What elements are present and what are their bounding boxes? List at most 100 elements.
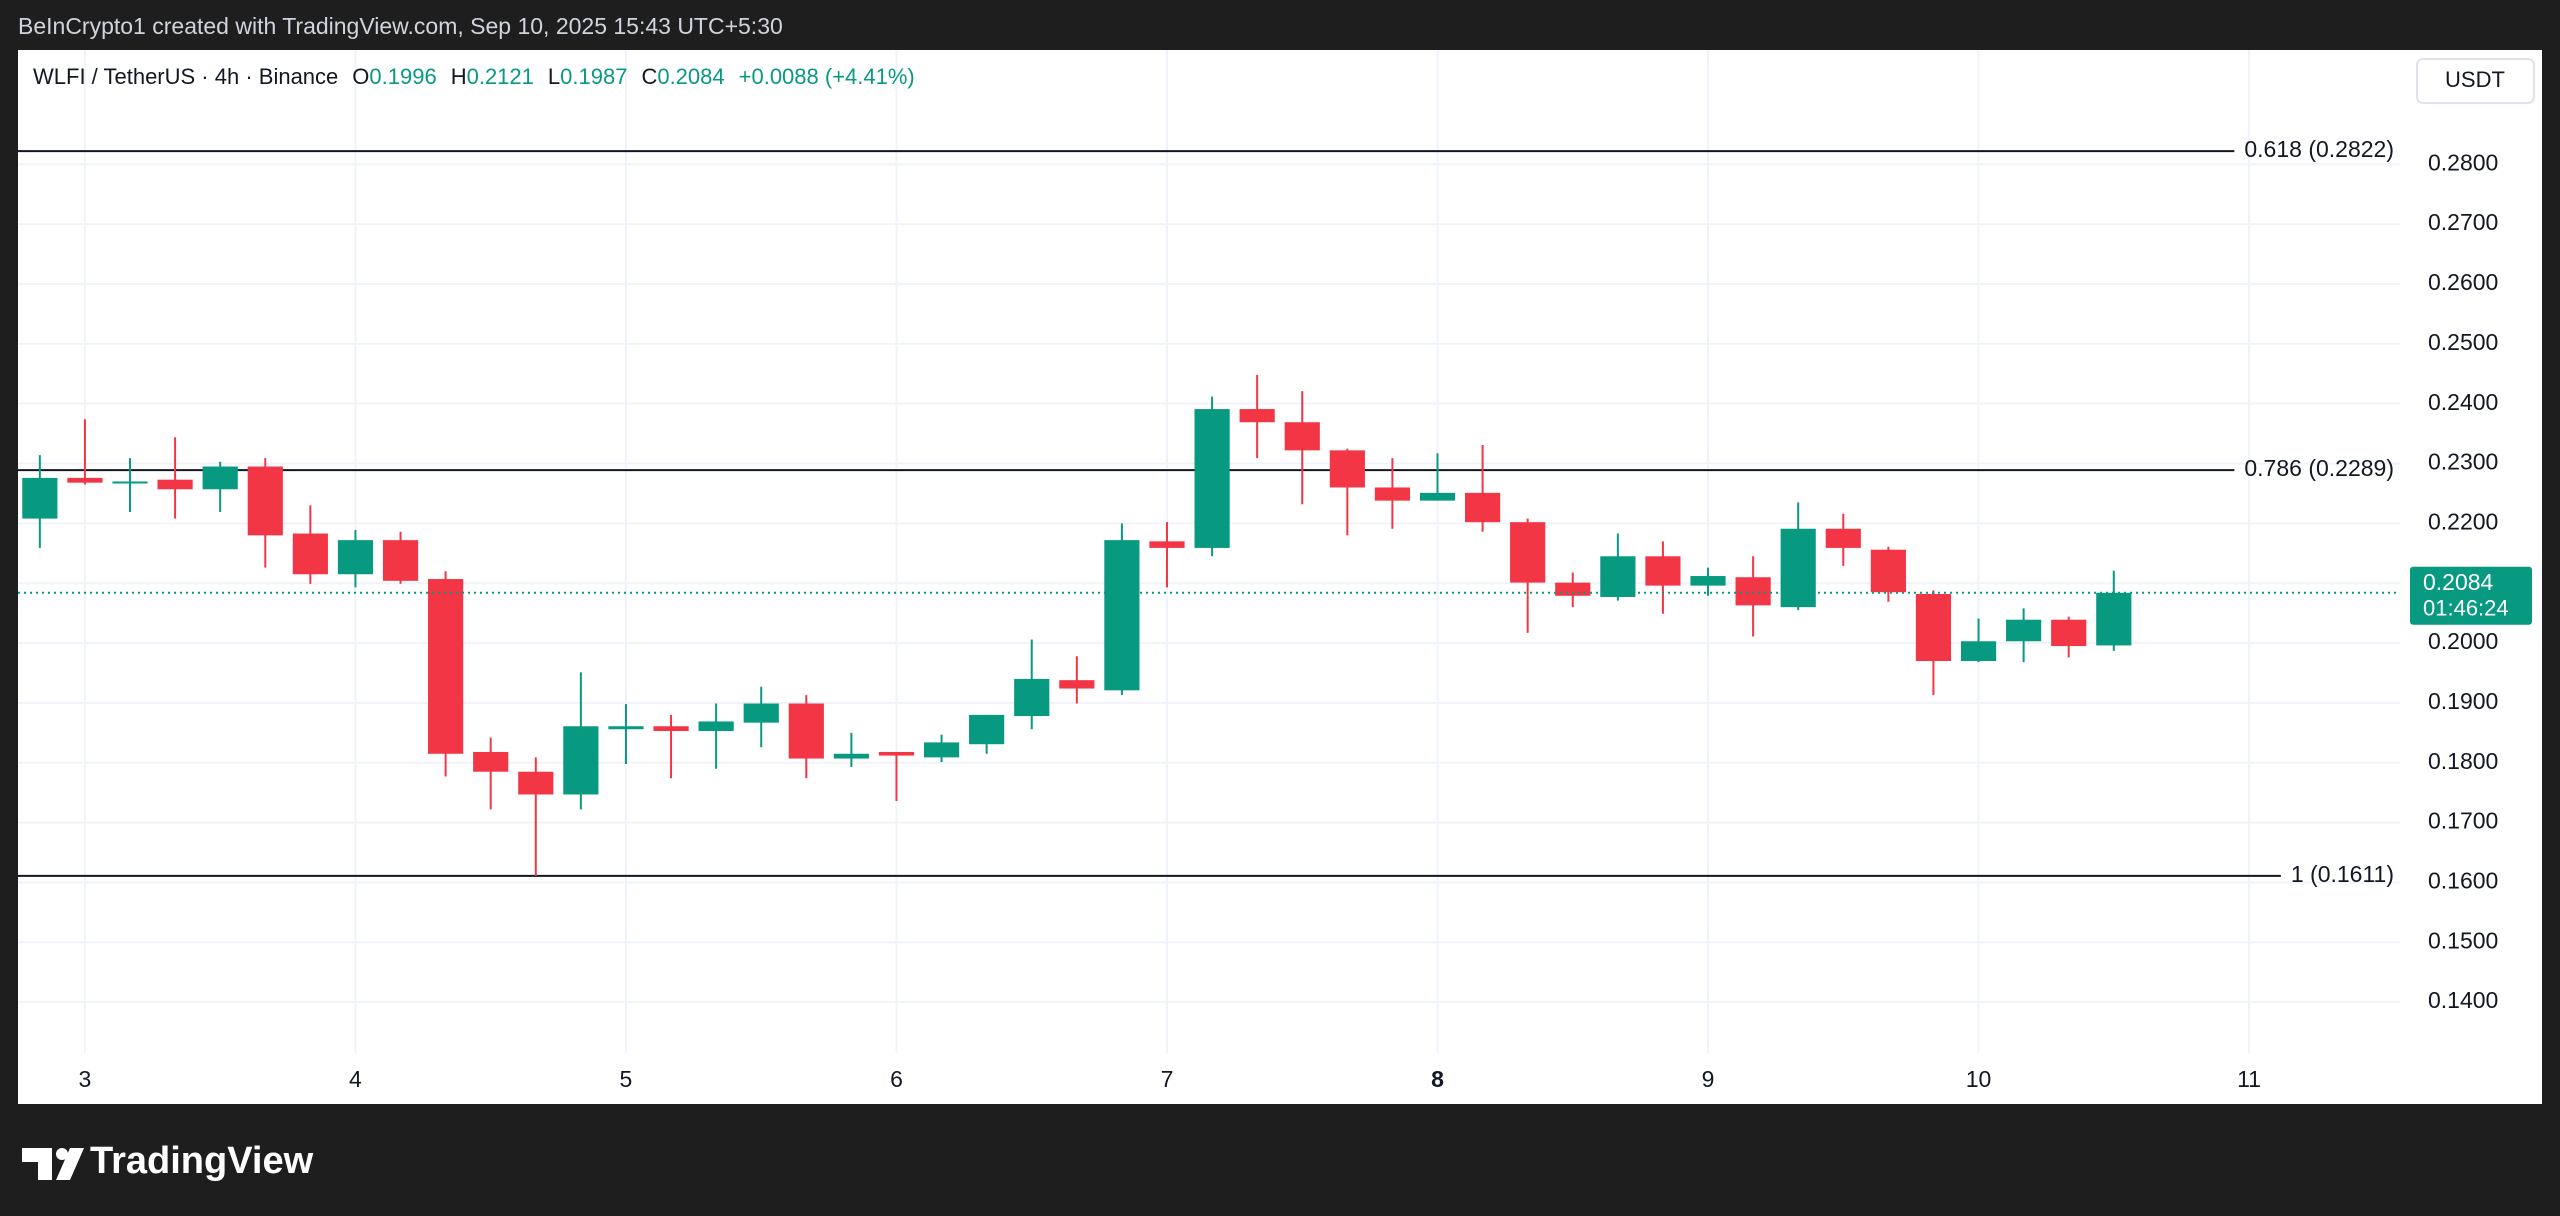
candle-body — [247, 466, 283, 536]
logo-text: TradingView — [90, 1140, 314, 1182]
y-tick-label: 0.2400 — [2428, 389, 2498, 415]
countdown: 01:46:24 — [2423, 596, 2509, 621]
symbol: WLFI / TetherUS · 4h · Binance — [33, 64, 338, 89]
y-tick-label: 0.1400 — [2428, 987, 2498, 1013]
candle-body — [2051, 619, 2087, 647]
candle-body — [1239, 409, 1275, 423]
y-tick-label: 0.2000 — [2428, 628, 2498, 654]
ohlc-value: 0.2084 — [657, 64, 724, 89]
change: +0.0088 (+4.41%) — [739, 64, 915, 89]
candle-body — [382, 540, 419, 581]
candle-body — [969, 714, 1005, 745]
x-tick-label: 11 — [2237, 1066, 2261, 1092]
candle-body — [1149, 541, 1185, 548]
x-tick-label: 10 — [1966, 1066, 1992, 1092]
y-tick-label: 0.1700 — [2428, 808, 2498, 834]
fib-label: 1 (0.1611) — [2291, 861, 2394, 887]
logo-icon — [56, 1148, 68, 1160]
logo: TradingView — [22, 1140, 314, 1182]
candle-body — [202, 466, 238, 490]
x-tick-label: 4 — [349, 1066, 362, 1092]
candle-body — [878, 751, 915, 756]
candle-body — [563, 726, 599, 795]
ohlc-label: L — [548, 64, 560, 89]
candle-body — [112, 481, 148, 484]
x-tick-label: 5 — [620, 1066, 633, 1092]
candle-body — [1510, 522, 1546, 583]
x-tick-label: 7 — [1161, 1066, 1174, 1092]
candle-body — [1284, 422, 1320, 451]
logo-icon — [22, 1148, 52, 1180]
candle-body — [337, 540, 374, 575]
fib-label: 0.786 (0.2289) — [2244, 455, 2394, 481]
ohlc-label: O — [352, 64, 369, 89]
legend: WLFI / TetherUS · 4h · Binance O0.1996 H0.… — [33, 64, 915, 89]
candle-body — [1780, 528, 1816, 608]
candle-body — [1735, 577, 1771, 606]
candle-body — [2006, 619, 2042, 642]
candle-body — [1555, 582, 1591, 596]
candle-body — [1104, 540, 1140, 691]
y-tick-label: 0.1900 — [2428, 688, 2498, 714]
candle-body — [833, 753, 869, 759]
last-price-box — [2410, 566, 2532, 625]
candle-body — [428, 579, 464, 754]
candle-body — [608, 726, 644, 730]
ohlc-label: C — [641, 64, 657, 89]
candle-body — [1870, 549, 1906, 593]
currency[interactable]: USDT — [2445, 67, 2505, 92]
candle-body — [1329, 450, 1365, 488]
logo-icon — [56, 1148, 84, 1180]
candle-body — [1465, 492, 1501, 523]
candle-body — [2096, 592, 2132, 646]
y-tick-label: 0.2500 — [2428, 329, 2498, 355]
x-tick-label: 6 — [890, 1066, 903, 1092]
grid — [18, 50, 2400, 1053]
candle-body — [1014, 678, 1050, 717]
attribution: BeInCrypto1 created with TradingView.com… — [18, 13, 783, 39]
ohlc-value: 0.1987 — [560, 64, 627, 89]
y-tick-label: 0.2800 — [2428, 149, 2498, 175]
candle-body — [743, 703, 779, 723]
candle-body — [1374, 487, 1410, 501]
chart-panel — [18, 50, 2542, 1104]
candle-body — [518, 771, 554, 795]
currency-button[interactable] — [2416, 58, 2535, 104]
candle-body — [923, 742, 960, 758]
plot — [18, 150, 2400, 877]
candle-body — [1960, 641, 1997, 662]
candle-body — [1825, 528, 1861, 548]
y-tick-label: 0.1500 — [2428, 927, 2498, 953]
candle-body — [653, 726, 689, 732]
candle-body — [1194, 409, 1230, 548]
y-tick-label: 0.2700 — [2428, 209, 2498, 235]
candle-body — [1915, 593, 1952, 662]
candle-body — [1600, 556, 1636, 597]
candle-body — [292, 533, 328, 575]
candle-body — [67, 477, 103, 483]
candle-body — [22, 477, 58, 519]
x-tick-label: 8 — [1431, 1066, 1444, 1092]
ohlc-value: 0.1996 — [369, 64, 436, 89]
candle-body — [157, 479, 193, 490]
candle-body — [1645, 556, 1681, 586]
y-tick-label: 0.1800 — [2428, 748, 2498, 774]
x-tick-label: 3 — [79, 1066, 92, 1092]
y-tick-label: 0.2200 — [2428, 508, 2498, 534]
candle-body — [698, 721, 734, 732]
fib-label: 0.618 (0.2822) — [2244, 136, 2394, 162]
candle-body — [788, 703, 824, 759]
candle-body — [1419, 492, 1456, 501]
y-tick-label: 0.1600 — [2428, 868, 2498, 894]
ohlc-value: 0.2121 — [467, 64, 534, 89]
x-tick-label: 9 — [1702, 1066, 1715, 1092]
y-tick-label: 0.2300 — [2428, 449, 2498, 475]
candle-body — [1059, 680, 1095, 689]
y-tick-label: 0.2600 — [2428, 269, 2498, 295]
ohlc-label: H — [451, 64, 467, 89]
last-price: 0.2084 — [2423, 569, 2494, 595]
candle-body — [473, 751, 509, 772]
candle-body — [1690, 576, 1726, 586]
